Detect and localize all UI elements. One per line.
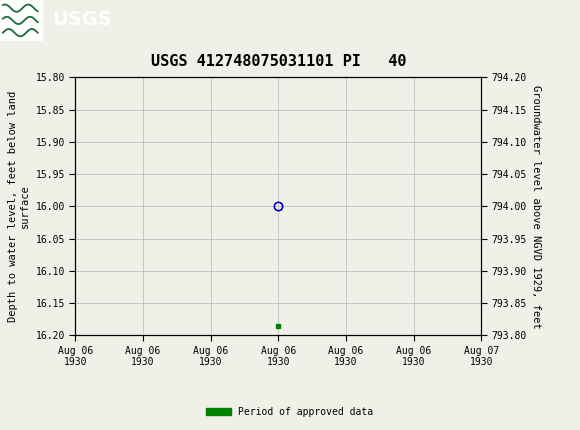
Title: USGS 412748075031101 PI   40: USGS 412748075031101 PI 40 xyxy=(151,54,406,69)
Y-axis label: Depth to water level, feet below land
surface: Depth to water level, feet below land su… xyxy=(9,91,30,322)
Y-axis label: Groundwater level above NGVD 1929, feet: Groundwater level above NGVD 1929, feet xyxy=(531,85,541,328)
Bar xyxy=(0,0,42,41)
Legend: Period of approved data: Period of approved data xyxy=(202,403,378,421)
Text: USGS: USGS xyxy=(52,10,112,29)
